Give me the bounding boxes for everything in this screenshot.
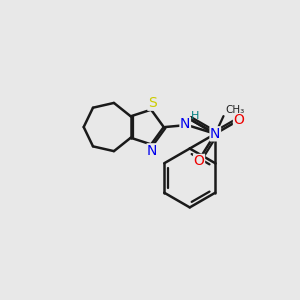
Text: O: O <box>233 113 244 127</box>
Text: CH₃: CH₃ <box>225 105 244 115</box>
Text: S: S <box>148 96 157 110</box>
Text: N: N <box>147 144 158 158</box>
Text: N: N <box>180 117 190 131</box>
Text: O: O <box>194 154 205 169</box>
Text: H: H <box>191 111 200 121</box>
Text: N: N <box>210 127 220 141</box>
